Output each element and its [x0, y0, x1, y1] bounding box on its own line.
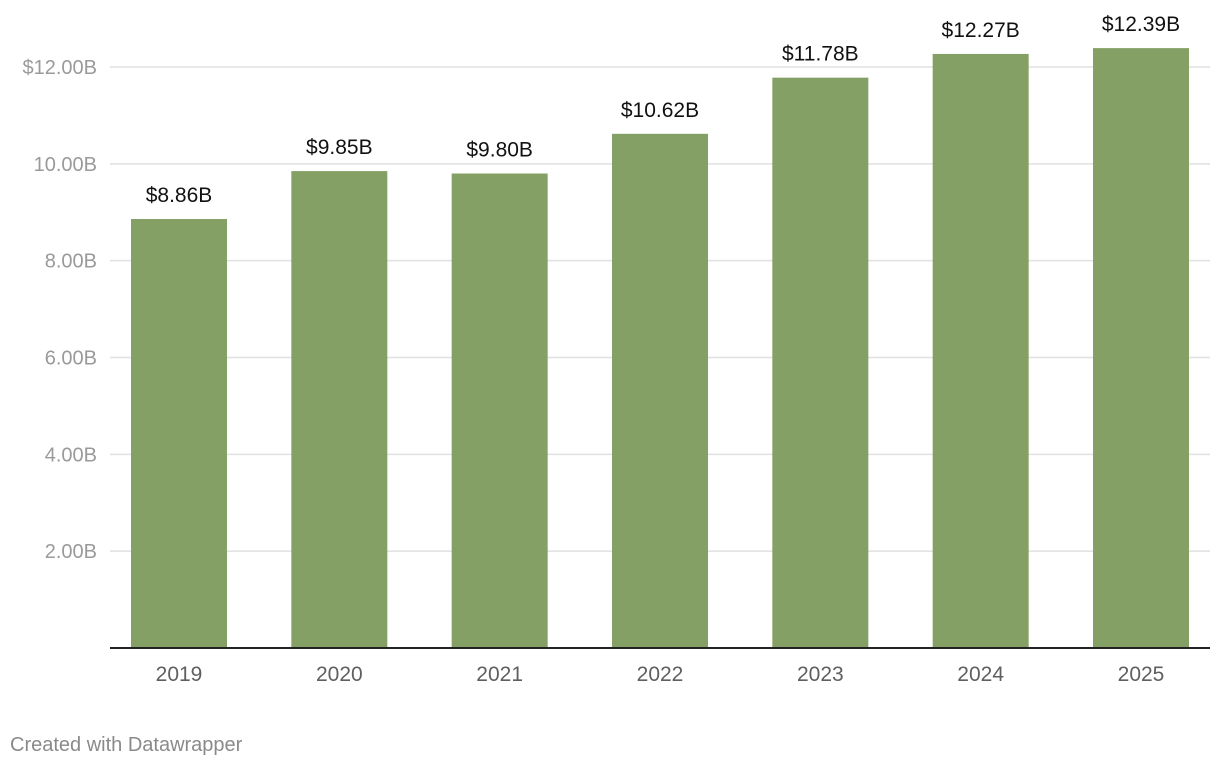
footer-credit: Created with Datawrapper [10, 734, 243, 756]
y-tick-label: 8.00B [45, 251, 97, 273]
x-tick-label: 2024 [957, 663, 1004, 686]
data-label: $9.80B [466, 139, 533, 162]
bar-2024 [932, 53, 1029, 649]
y-tick-label: 10.00B [34, 154, 97, 176]
bar-2022 [612, 133, 708, 648]
y-axis-ticks: 2.00B 4.00B 6.00B 8.00B 10.00B $12.00B [22, 57, 97, 563]
data-label: $10.62B [621, 99, 699, 122]
bar-2021 [451, 173, 548, 648]
bars [131, 48, 1189, 649]
data-labels: $8.86B $9.85B $9.80B $10.62B $11.78B $12.27B $… [146, 13, 1180, 207]
x-tick-label: 2021 [476, 663, 523, 686]
y-tick-label: $12.00B [22, 57, 97, 79]
x-axis-ticks: 2019 2020 2021 2022 2023 2024 2025 [156, 663, 1165, 686]
data-label: $11.78B [782, 43, 859, 66]
x-tick-label: 2020 [316, 663, 363, 686]
y-tick-label: 4.00B [45, 444, 97, 466]
y-tick-label: 6.00B [45, 348, 97, 370]
x-tick-label: 2019 [156, 663, 203, 686]
data-label: $9.85B [306, 136, 373, 159]
data-label: $8.86B [146, 184, 213, 207]
bar-2019 [131, 219, 227, 649]
bar-2025 [1093, 48, 1189, 649]
y-tick-label: 2.00B [45, 541, 97, 563]
data-label: $12.27B [942, 19, 1020, 42]
x-tick-label: 2022 [637, 663, 684, 686]
data-label: $12.39B [1102, 13, 1180, 36]
bar-2020 [291, 171, 388, 649]
x-tick-label: 2025 [1118, 663, 1165, 686]
bar-2023 [772, 77, 869, 648]
x-tick-label: 2023 [797, 663, 844, 686]
